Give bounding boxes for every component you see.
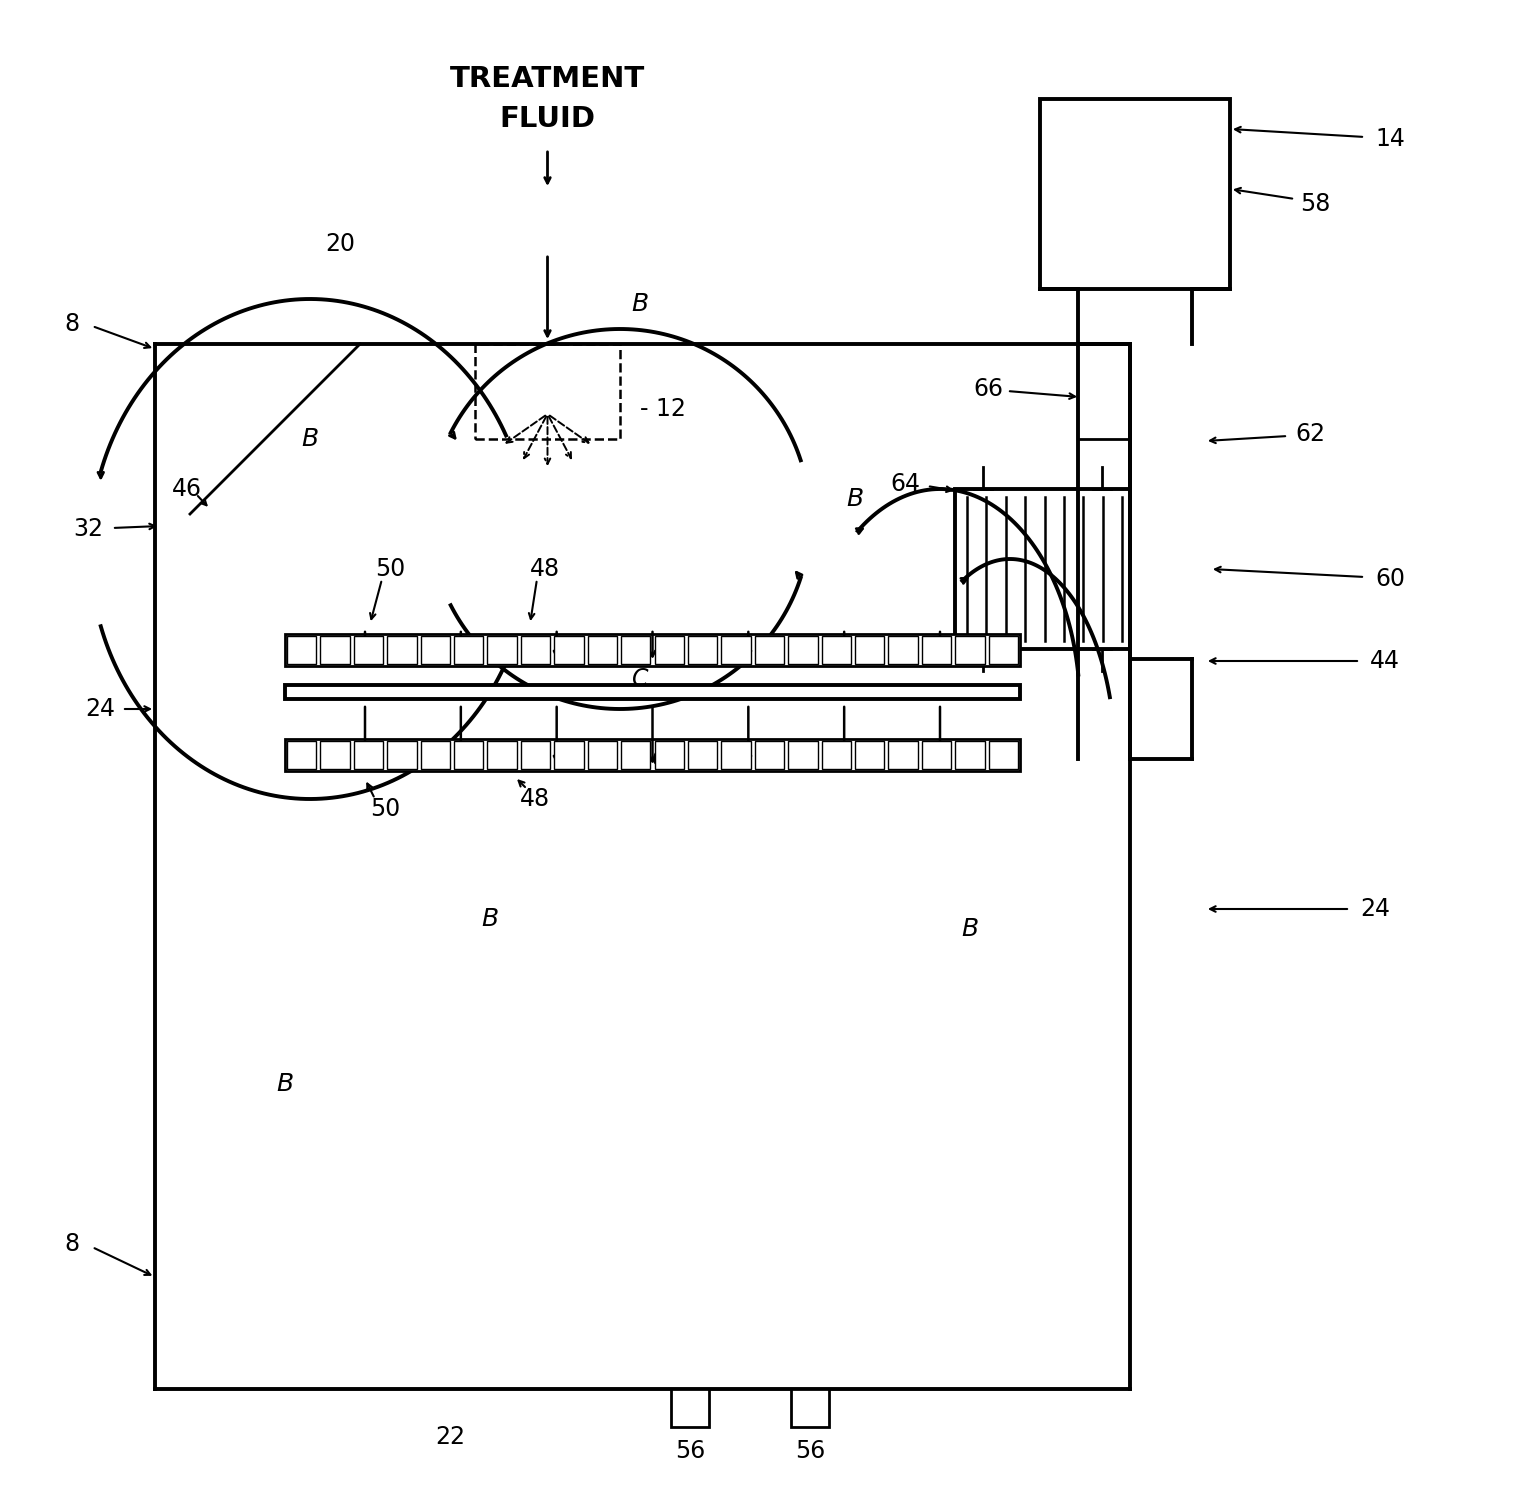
Text: 50: 50 xyxy=(370,797,400,821)
Text: B: B xyxy=(301,427,318,451)
Bar xyxy=(955,489,1131,649)
Text: 24: 24 xyxy=(86,697,115,721)
Text: 32: 32 xyxy=(73,517,102,541)
Text: B: B xyxy=(847,487,863,511)
Bar xyxy=(321,636,350,664)
Text: FLUID: FLUID xyxy=(500,105,596,133)
Bar xyxy=(671,1390,709,1427)
Text: 48: 48 xyxy=(530,558,561,582)
Bar xyxy=(888,741,918,769)
Bar xyxy=(487,636,516,664)
Bar xyxy=(888,636,918,664)
Bar xyxy=(286,685,1021,699)
Text: B: B xyxy=(602,747,619,770)
Text: - 12: - 12 xyxy=(640,397,686,421)
Bar xyxy=(822,741,851,769)
Bar xyxy=(788,636,817,664)
Text: 56: 56 xyxy=(795,1439,825,1463)
Text: B: B xyxy=(961,917,978,941)
Bar xyxy=(1041,99,1230,289)
Bar xyxy=(454,636,483,664)
Text: C: C xyxy=(631,667,648,691)
Text: 48: 48 xyxy=(520,787,550,811)
Bar xyxy=(387,741,417,769)
Text: 60: 60 xyxy=(1375,567,1406,591)
Bar xyxy=(721,636,750,664)
Bar xyxy=(755,741,784,769)
Bar xyxy=(420,741,451,769)
Bar xyxy=(588,636,617,664)
Text: 14: 14 xyxy=(1375,127,1404,151)
Bar xyxy=(387,636,417,664)
Bar xyxy=(822,636,851,664)
Bar xyxy=(788,741,817,769)
Bar xyxy=(420,636,451,664)
Text: 8: 8 xyxy=(64,1232,79,1256)
Text: B: B xyxy=(631,292,648,316)
Bar xyxy=(555,741,584,769)
Bar xyxy=(354,741,384,769)
Bar xyxy=(688,741,717,769)
Bar xyxy=(555,636,584,664)
Text: B: B xyxy=(481,907,498,931)
Bar xyxy=(955,636,984,664)
Text: 8: 8 xyxy=(64,312,79,336)
Bar xyxy=(856,636,885,664)
Bar xyxy=(321,741,350,769)
Text: 24: 24 xyxy=(1360,896,1390,920)
Bar xyxy=(654,636,685,664)
Bar xyxy=(287,741,316,769)
Bar xyxy=(921,741,952,769)
Text: 44: 44 xyxy=(1371,649,1400,673)
Bar xyxy=(755,636,784,664)
Bar xyxy=(792,1390,830,1427)
Bar xyxy=(620,636,651,664)
Bar xyxy=(588,741,617,769)
Text: C: C xyxy=(652,747,668,770)
Text: 66: 66 xyxy=(973,378,1002,402)
Text: C: C xyxy=(597,747,613,770)
Text: 22: 22 xyxy=(435,1426,465,1450)
Bar xyxy=(475,343,620,439)
Text: 62: 62 xyxy=(1296,423,1325,447)
Bar xyxy=(521,741,550,769)
Bar xyxy=(286,739,1021,770)
Text: 64: 64 xyxy=(889,472,920,496)
Bar xyxy=(354,636,384,664)
Text: 56: 56 xyxy=(675,1439,704,1463)
Bar xyxy=(955,741,984,769)
Text: 46: 46 xyxy=(173,477,202,501)
Text: B: B xyxy=(277,1072,293,1096)
Bar xyxy=(989,636,1018,664)
Bar xyxy=(721,741,750,769)
Bar xyxy=(454,741,483,769)
Bar xyxy=(856,741,885,769)
Bar xyxy=(921,636,952,664)
Bar xyxy=(487,741,516,769)
Bar xyxy=(620,741,651,769)
Text: TREATMENT: TREATMENT xyxy=(449,64,645,93)
Text: 20: 20 xyxy=(325,232,354,256)
Bar xyxy=(286,634,1021,666)
Bar xyxy=(654,741,685,769)
Bar xyxy=(521,636,550,664)
Text: 50: 50 xyxy=(374,558,405,582)
Bar xyxy=(688,636,717,664)
Text: 58: 58 xyxy=(1300,192,1331,216)
Bar xyxy=(989,741,1018,769)
Bar xyxy=(287,636,316,664)
